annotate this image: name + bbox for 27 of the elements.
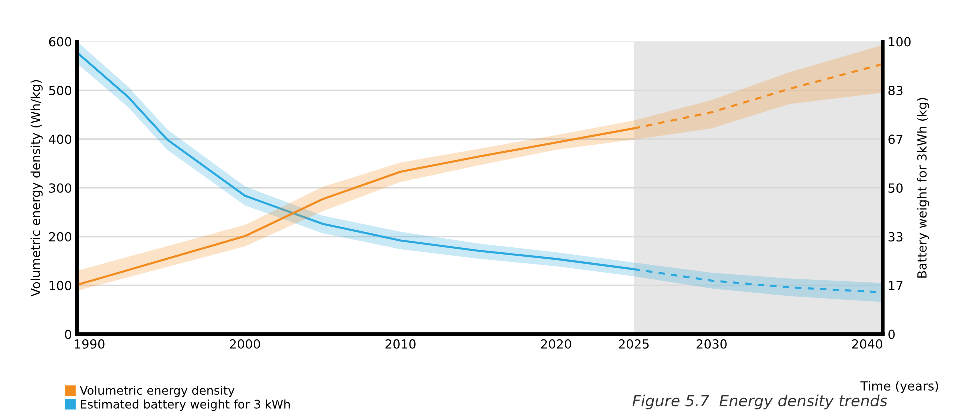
- y-axis-title: Volumetric energy density (Wh/kg): [30, 80, 43, 297]
- y-tick-label: 100: [50, 281, 72, 291]
- y2-tick-label: 17: [889, 281, 903, 290]
- y-tick-label: 500: [49, 86, 72, 96]
- y-tick-label: 400: [49, 134, 72, 144]
- y2-axis-title: Battery weight for 3kWh (kg): [917, 98, 930, 278]
- y-tick-label: 600: [49, 37, 72, 47]
- x-tick-label: 1990: [75, 339, 105, 349]
- x-tick-label: 2030: [696, 339, 727, 349]
- y2-tick-label: 67: [888, 134, 903, 144]
- x-tick-label: 2040: [852, 339, 882, 349]
- y-tick-label: 0: [65, 330, 72, 340]
- legend-label: Estimated battery weight for 3 kWh: [81, 400, 290, 412]
- y2-tick-label: 83: [888, 86, 903, 96]
- y-tick-label: 300: [49, 184, 72, 194]
- y2-tick-label: 50: [888, 184, 903, 194]
- y2-tick-label: 0: [888, 330, 895, 340]
- x-tick-label: 2020: [541, 339, 572, 349]
- caption: Figure 5.7 Energy density trends: [632, 394, 888, 410]
- x-tick-label: 2025: [619, 339, 649, 349]
- x-tick-label: 2000: [230, 339, 260, 349]
- y2-tick-label: 100: [889, 37, 911, 47]
- y-tick-label: 200: [49, 232, 72, 242]
- x-tick-label: 2010: [386, 339, 416, 349]
- x-axis-title: Time (years): [860, 381, 938, 394]
- y2-tick-label: 33: [888, 232, 903, 242]
- legend-label: Volumetric energy density: [80, 386, 235, 398]
